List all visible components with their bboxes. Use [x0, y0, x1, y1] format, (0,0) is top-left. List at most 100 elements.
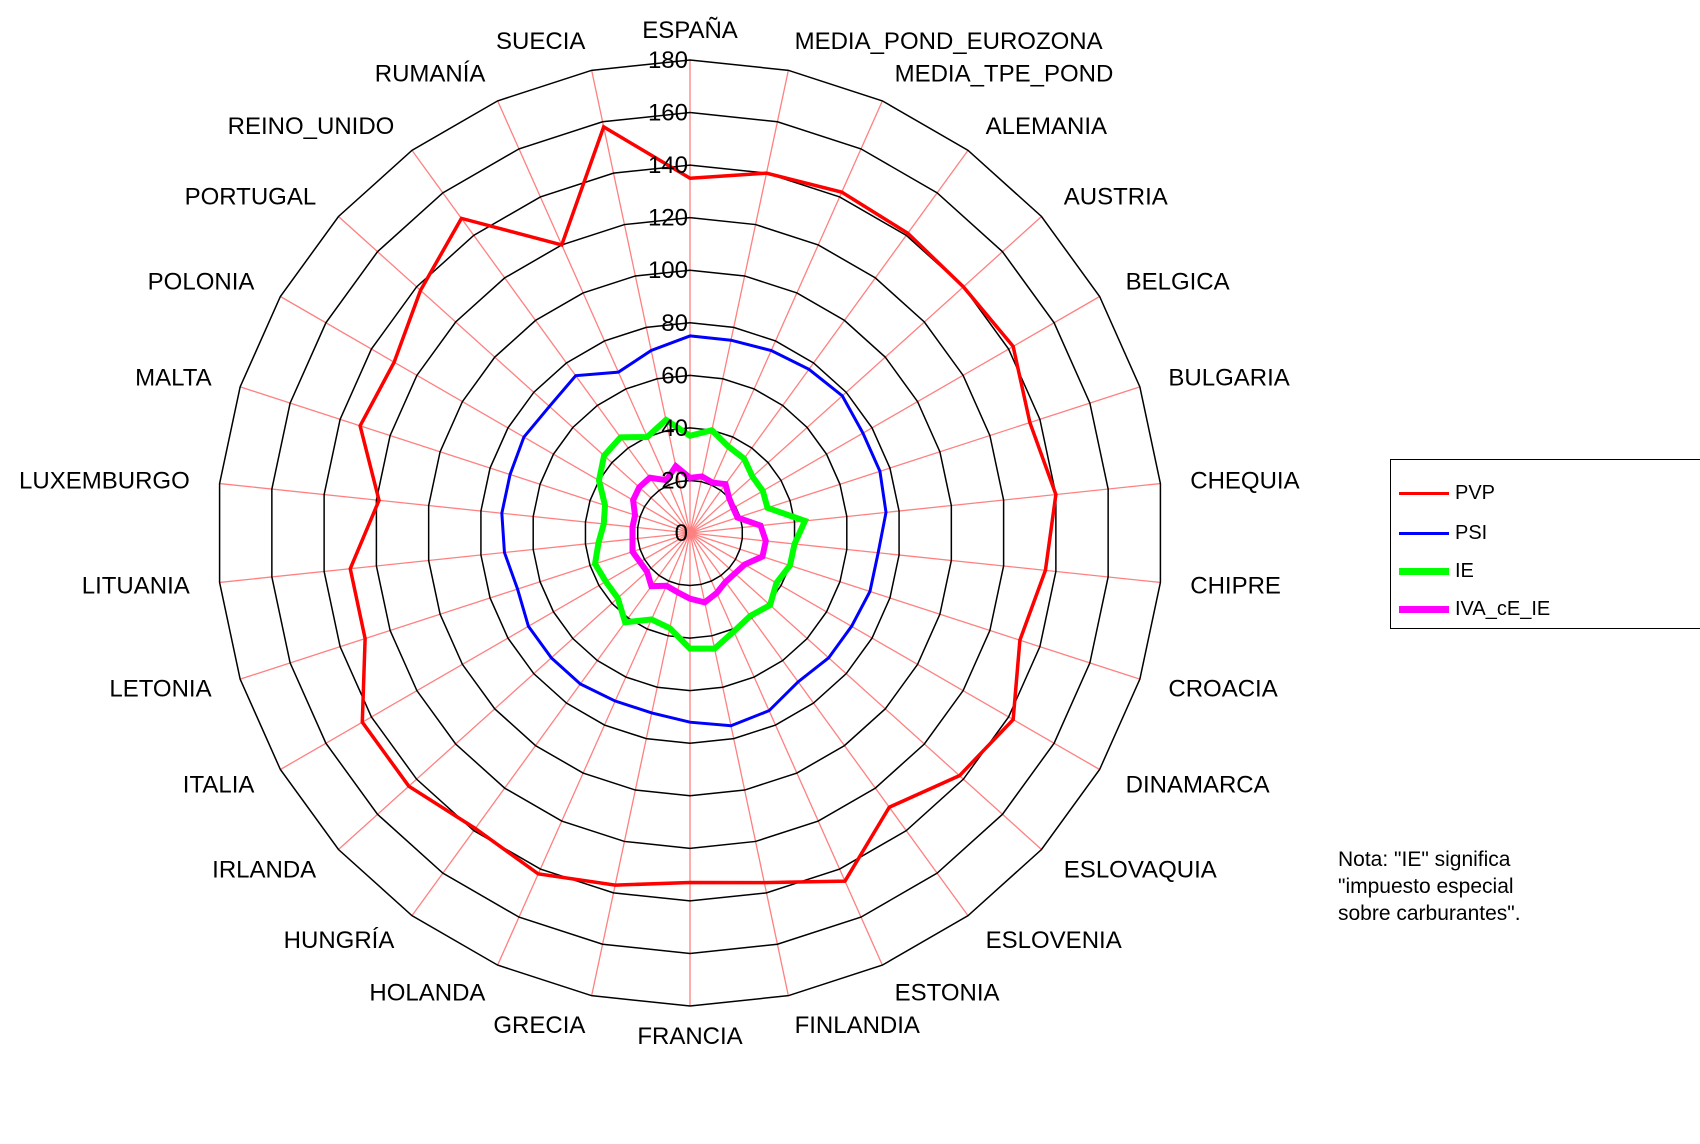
- category-label: MALTA: [135, 365, 211, 392]
- series-line-pvp: [348, 124, 1058, 887]
- category-label: ITALIA: [183, 772, 255, 799]
- spoke-line: [591, 70, 691, 534]
- category-label: SUECIA: [496, 28, 585, 55]
- spoke-line: [497, 532, 691, 966]
- note-line-3: sobre carburantes".: [1338, 902, 1521, 925]
- tick-label: 60: [661, 362, 688, 389]
- spoke-line: [280, 532, 691, 771]
- spoke-line: [239, 532, 691, 680]
- legend-swatch-pvp: [1399, 491, 1449, 495]
- grid-ring: [271, 111, 1109, 955]
- spoke-line: [689, 70, 789, 534]
- legend-swatch-psi: [1399, 531, 1449, 535]
- category-label: HOLANDA: [369, 980, 485, 1007]
- category-label: REINO_UNIDO: [228, 113, 395, 140]
- spoke-line: [591, 532, 691, 996]
- legend: PVP PSI IE IVA_cE_IE: [1390, 459, 1700, 629]
- spoke-line: [219, 482, 691, 534]
- grid-ring: [375, 216, 1005, 850]
- spoke-line: [689, 149, 969, 534]
- category-label: FINLANDIA: [795, 1012, 920, 1039]
- spoke-line: [338, 532, 691, 850]
- category-label: FRANCIA: [637, 1023, 742, 1050]
- spoke-line: [411, 532, 691, 917]
- legend-label-psi: PSI: [1455, 521, 1488, 544]
- category-labels: ESPAÑA MEDIA_POND_EUROZONA MEDIA_TPE_POND A…: [19, 17, 1300, 1050]
- spoke-line: [689, 100, 883, 534]
- spoke-line: [239, 386, 691, 534]
- category-label: ESLOVAQUIA: [1064, 857, 1217, 884]
- grid-ring: [427, 269, 953, 797]
- grid-ring: [480, 322, 900, 744]
- note-line-1: Nota: "IE" significa: [1338, 848, 1511, 871]
- legend-item-pvp: PVP: [1399, 478, 1495, 508]
- tick-label: 40: [661, 415, 688, 442]
- category-label: ESPAÑA: [642, 17, 738, 44]
- spoke-line: [689, 216, 1042, 534]
- spoke-line: [338, 216, 691, 534]
- chart-note: Nota: "IE" significa "impuesto especial …: [1338, 846, 1700, 927]
- category-label: BELGICA: [1126, 269, 1230, 296]
- category-label: ESLOVENIA: [986, 927, 1122, 954]
- tick-label: 180: [648, 47, 688, 74]
- spoke-line: [689, 532, 789, 996]
- spoke-line: [689, 532, 883, 966]
- tick-label: 120: [648, 205, 688, 232]
- tick-labels: 0 20 40 60 80 100 120 140 160 180: [648, 47, 688, 547]
- tick-label: 20: [661, 467, 688, 494]
- category-label: MEDIA_POND_EUROZONA: [795, 28, 1103, 55]
- category-label: MEDIA_TPE_POND: [895, 60, 1114, 87]
- legend-item-ie: IE: [1399, 556, 1474, 586]
- series-layer: [348, 124, 1058, 887]
- legend-label-ie: IE: [1455, 559, 1474, 582]
- spoke-line: [689, 532, 1100, 771]
- series-line-ie: [591, 416, 810, 652]
- legend-swatch-iva: [1399, 605, 1449, 613]
- category-label: AUSTRIA: [1064, 183, 1168, 210]
- category-label: GRECIA: [493, 1012, 585, 1039]
- spoke-line: [280, 295, 691, 534]
- category-label: HUNGRÍA: [284, 927, 395, 954]
- spoke-line: [689, 532, 1042, 850]
- tick-label: 140: [648, 152, 688, 179]
- spoke-line: [219, 532, 691, 584]
- category-label: CHIPRE: [1190, 573, 1281, 600]
- category-label: RUMANÍA: [375, 60, 486, 87]
- spoke-line: [497, 100, 691, 534]
- category-label: LUXEMBURGO: [19, 467, 190, 494]
- category-label: LITUANIA: [82, 573, 190, 600]
- spoke-line: [689, 295, 1100, 534]
- tick-label: 160: [648, 100, 688, 127]
- grid-ring: [532, 374, 848, 692]
- grid-ring: [218, 59, 1162, 1007]
- series-line-iva_ce_ie: [629, 461, 769, 606]
- tick-label: 80: [661, 310, 688, 337]
- spoke-line: [411, 149, 691, 534]
- category-label: IRLANDA: [212, 857, 316, 884]
- spoke-line: [689, 532, 969, 917]
- note-line-2: "impuesto especial: [1338, 875, 1514, 898]
- category-label: CHEQUIA: [1190, 467, 1299, 494]
- legend-item-iva: IVA_cE_IE: [1399, 594, 1550, 624]
- legend-label-iva: IVA_cE_IE: [1455, 597, 1551, 620]
- category-label: ALEMANIA: [986, 113, 1107, 140]
- grid-layer: [218, 59, 1162, 1007]
- spoke-line: [689, 482, 1161, 534]
- tick-label: 0: [675, 520, 688, 547]
- legend-label-pvp: PVP: [1455, 481, 1496, 504]
- category-label: POLONIA: [148, 269, 255, 296]
- category-label: BULGARIA: [1168, 365, 1289, 392]
- legend-item-psi: PSI: [1399, 518, 1487, 548]
- category-label: ESTONIA: [895, 980, 1000, 1007]
- series-line-psi: [500, 334, 888, 728]
- spoke-line: [689, 532, 1141, 680]
- grid-ring: [323, 164, 1057, 902]
- category-label: PORTUGAL: [185, 183, 317, 210]
- category-label: LETONIA: [109, 675, 211, 702]
- spoke-line: [689, 386, 1141, 534]
- tick-label: 100: [648, 257, 688, 284]
- category-label: CROACIA: [1168, 675, 1277, 702]
- category-label: DINAMARCA: [1126, 772, 1270, 799]
- legend-swatch-ie: [1399, 567, 1449, 575]
